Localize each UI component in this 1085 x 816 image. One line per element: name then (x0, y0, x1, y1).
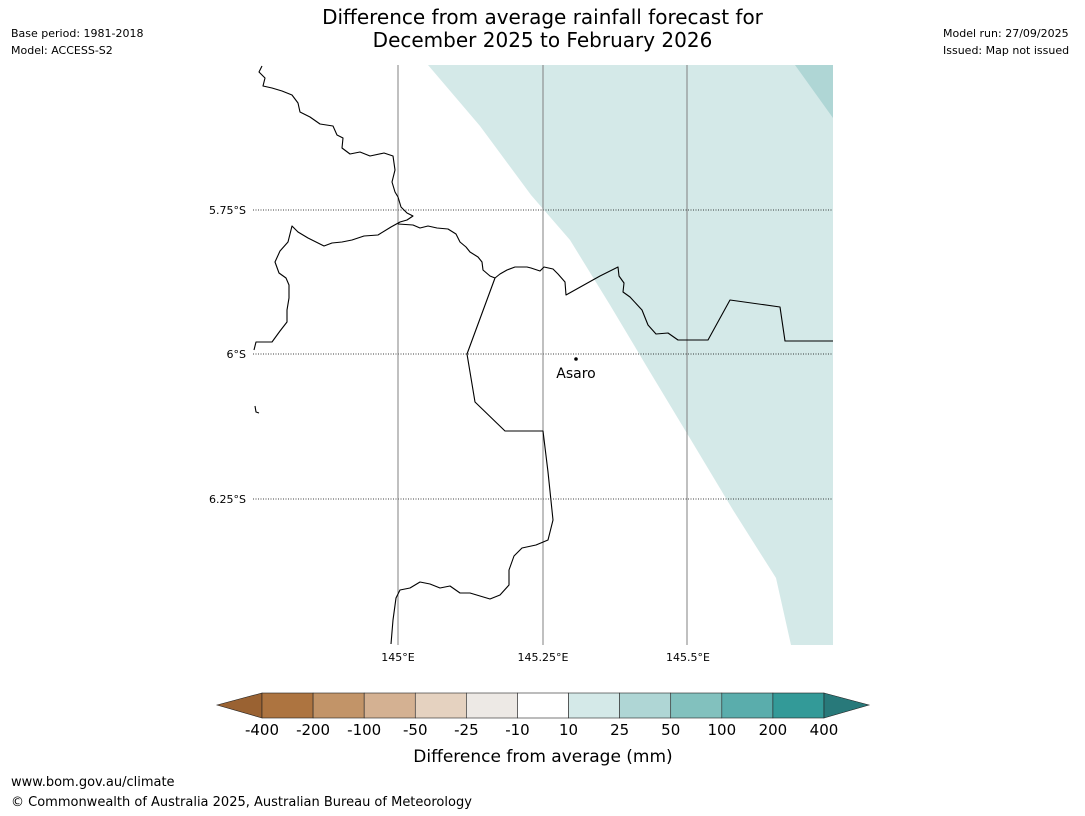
colorbar-arrow-left (215, 692, 263, 719)
colorbar-cell (466, 692, 518, 719)
colorbar-title: Difference from average (mm) (413, 747, 672, 767)
colorbar-tick-label: 10 (559, 721, 578, 739)
town-marker-asaro[interactable] (574, 357, 578, 361)
model-run: Model run: 27/09/2025 (943, 27, 1069, 40)
colorbar-tick-label: -200 (296, 721, 330, 739)
base-period: Base period: 1981-2018 (11, 27, 144, 40)
colorbar-cell (414, 692, 467, 719)
metadata-right: Model run: 27/09/2025 Issued: Map not is… (943, 25, 1069, 59)
colorbar-tick-label: 400 (810, 721, 839, 739)
colorbar-cell (517, 692, 569, 719)
province-boundary-south (390, 277, 554, 645)
colorbar-cell (261, 692, 314, 719)
lat-label: 5.75°S (209, 204, 246, 217)
footer-copyright: © Commonwealth of Australia 2025, Austra… (11, 795, 472, 810)
issued-status: Issued: Map not issued (943, 44, 1070, 57)
colorbar-cell (363, 692, 416, 719)
title-line-2: December 2025 to February 2026 (372, 28, 713, 52)
colorbar-tick-label: -10 (505, 721, 530, 739)
colorbar-legend: -400 -200 -100 -50 -25 -10 10 25 50 100 200 400 Dif… (215, 692, 871, 767)
lon-label: 145.5°E (666, 651, 710, 664)
lat-label: 6.25°S (209, 493, 246, 506)
colorbar-tick-label: 50 (661, 721, 680, 739)
colorbar-cell (772, 692, 825, 719)
colorbar-tick-label: -100 (347, 721, 381, 739)
colorbar-cell (619, 692, 672, 719)
colorbar-tick-label: -25 (454, 721, 479, 739)
province-boundary-west (253, 65, 414, 351)
lat-axis-labels: 5.75°S 6°S 6.25°S (209, 204, 246, 506)
colorbar-tick-label: 100 (707, 721, 736, 739)
colorbar-arrow-right (823, 692, 871, 719)
forecast-zone-10-25 (428, 65, 833, 645)
metadata-left: Base period: 1981-2018 Model: ACCESS-S2 (11, 25, 143, 59)
map-title: Difference from average rainfall forecas… (240, 6, 845, 52)
lat-label: 6°S (227, 348, 246, 361)
forecast-zone-25-50 (795, 65, 833, 118)
model-name: Model: ACCESS-S2 (11, 44, 113, 57)
footer-url[interactable]: www.bom.gov.au/climate (11, 775, 175, 790)
town-label-asaro: Asaro (556, 366, 595, 382)
lon-axis-labels: 145°E 145.25°E 145.5°E (381, 651, 710, 664)
colorbar-tick-label: 200 (759, 721, 788, 739)
title-line-1: Difference from average rainfall forecas… (322, 5, 763, 29)
lon-label: 145°E (381, 651, 414, 664)
colorbar-tick-label: -50 (403, 721, 428, 739)
colorbar-tick-label: 25 (610, 721, 629, 739)
colorbar-cell (670, 692, 723, 719)
map-area (253, 65, 833, 645)
colorbar-cell (568, 692, 620, 719)
province-boundary-central (397, 223, 833, 342)
coast-fragment (254, 405, 260, 414)
lon-label: 145.25°E (518, 651, 569, 664)
colorbar-cell (721, 692, 774, 719)
colorbar-tick-label: -400 (245, 721, 279, 739)
colorbar-cell (312, 692, 365, 719)
